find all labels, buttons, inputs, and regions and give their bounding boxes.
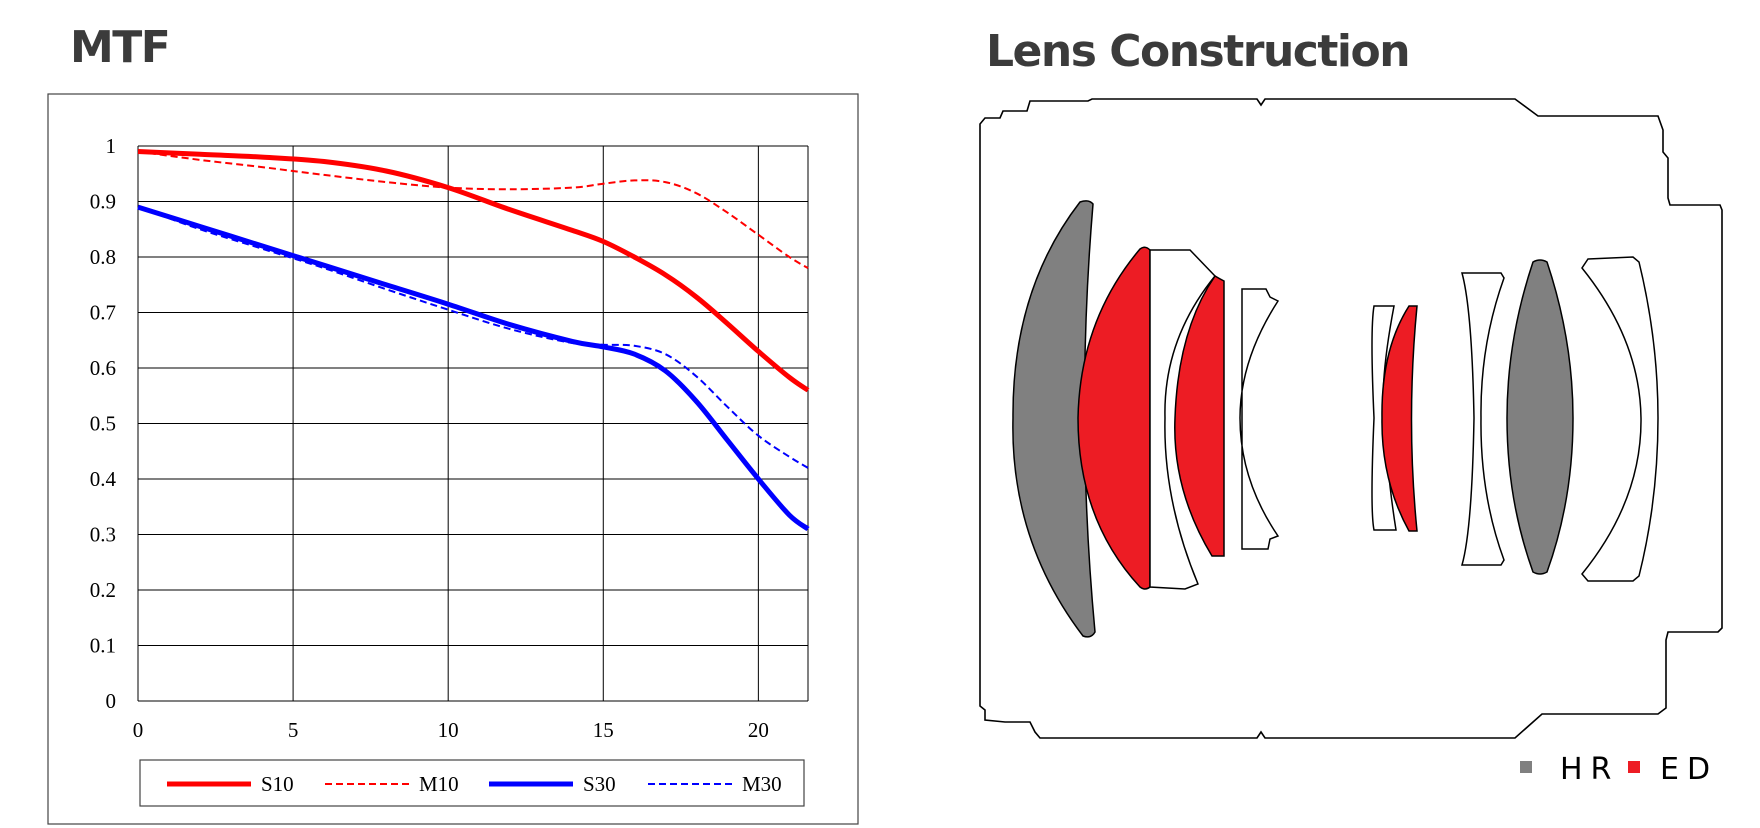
- x-tick-label: 10: [438, 718, 459, 742]
- x-tick-label: 20: [748, 718, 769, 742]
- mtf-title: MTF: [70, 22, 171, 73]
- lens-element-9-hr: [1506, 259, 1574, 575]
- y-tick-label: 0.7: [90, 301, 116, 325]
- lens-element-2-ed: [1077, 246, 1151, 590]
- x-tick-label: 0: [133, 718, 144, 742]
- hr-legend-swatch: [1520, 761, 1532, 773]
- hr-legend-label: HR: [1560, 752, 1619, 787]
- series-line-s10: [137, 149, 810, 393]
- lens-element-1-hr: [1012, 200, 1096, 638]
- lens-element-7-ed: [1381, 305, 1418, 532]
- legend-label-s10: S10: [261, 772, 294, 796]
- lens-element-3: [1149, 249, 1217, 590]
- y-tick-label: 0.3: [90, 523, 116, 547]
- series-line-s30: [137, 204, 810, 532]
- lens-barrel-outline: [979, 98, 1723, 739]
- y-tick-label: 0: [106, 689, 117, 713]
- x-tick-label: 5: [288, 718, 299, 742]
- x-tick-label: 15: [593, 718, 614, 742]
- chart-legend: S10 M10 S30 M30: [167, 772, 782, 796]
- lens-element-4-ed: [1174, 274, 1225, 557]
- lens-construction-title: Lens Construction: [986, 26, 1411, 77]
- y-tick-label: 0.9: [90, 190, 116, 214]
- y-tick-label: 0.8: [90, 245, 116, 269]
- legend-label-s30: S30: [583, 772, 616, 796]
- x-axis-ticks: 0 5 10 15 20: [133, 718, 769, 742]
- legend-label-m30: M30: [742, 772, 782, 796]
- y-tick-label: 0.1: [90, 634, 116, 658]
- chart-grid: [137, 145, 809, 702]
- lens-element-10: [1581, 256, 1659, 582]
- y-tick-label: 0.4: [90, 467, 117, 491]
- ed-legend-label: ED: [1660, 752, 1718, 787]
- y-axis-ticks: 0 0.1 0.2 0.3 0.4 0.5 0.6 0.7 0.8 0.9 1: [90, 134, 117, 713]
- series-line-m10: [137, 150, 809, 269]
- lens-element-5: [1239, 288, 1280, 550]
- chart-frame: [47, 93, 859, 825]
- y-tick-label: 0.2: [90, 578, 116, 602]
- mtf-chart: 0 0.1 0.2 0.3 0.4 0.5 0.6 0.7 0.8 0.9 1 0 5 10 15 20 S…: [47, 93, 859, 825]
- legend-label-m10: M10: [419, 772, 459, 796]
- chart-series: [137, 149, 810, 532]
- y-tick-label: 0.5: [90, 412, 116, 436]
- lens-element-8: [1461, 272, 1505, 566]
- y-tick-label: 1: [106, 134, 117, 158]
- y-tick-label: 0.6: [90, 356, 116, 380]
- ed-legend-swatch: [1628, 761, 1640, 773]
